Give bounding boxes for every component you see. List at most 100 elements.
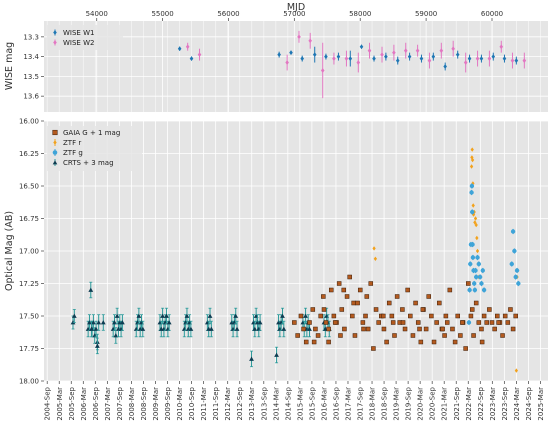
ztf-r-point: [475, 248, 480, 254]
optical-date-tick-label: 2024-Mar: [513, 387, 521, 421]
gaia-point: [400, 320, 406, 325]
optical-date-tick-label: 2014-Sep: [284, 386, 292, 420]
crts-point: [94, 343, 100, 348]
ztf-r-point: [373, 256, 378, 261]
wise-legend-marker: [53, 30, 57, 35]
ztf-r-point: [470, 157, 475, 163]
wise-panel: 54000 55000 56000 57000 58000 59000 60000 13.3 1…: [4, 2, 548, 112]
gaia-point: [315, 333, 321, 338]
optical-date-tick-label: 2010-Sep: [188, 386, 196, 420]
gaia-point: [338, 333, 343, 338]
wise-w2-point: [510, 58, 515, 63]
wise-w2-point: [451, 46, 455, 52]
gaia-point: [476, 320, 482, 325]
wise-w1-point: [419, 56, 424, 61]
gaia-point: [426, 294, 432, 299]
wise-w2-point: [285, 60, 289, 65]
wise-mjd-tick-label: 59000: [415, 10, 437, 18]
wise-w1-point: [491, 54, 496, 60]
ztf-g-point: [472, 287, 478, 293]
optical-date-tick-label: 2024-Sep: [525, 386, 533, 420]
optical-date-tick-label: 2005-Mar: [56, 387, 64, 421]
gaia-point: [510, 326, 516, 332]
ztf-g-point: [473, 274, 479, 280]
crts-point: [136, 313, 142, 318]
wise-w2-point: [367, 48, 372, 54]
gaia-point: [303, 339, 309, 345]
optical-date-tick-label: 2009-Mar: [152, 387, 160, 421]
optical-date-tick-label: 2008-Mar: [128, 387, 136, 421]
optical-date-tick-label: 2019-Mar: [393, 387, 401, 421]
optical-y-tick-label: 17.25: [19, 280, 39, 288]
wise-w1-point: [336, 54, 341, 60]
gaia-point: [513, 313, 518, 319]
ztf-r-point: [514, 368, 519, 373]
crts-point: [160, 313, 165, 318]
optical-date-tick-label: 2011-Sep: [212, 386, 220, 420]
gaia-point: [455, 313, 460, 319]
gaia-point: [376, 320, 381, 325]
wise-w2-point: [297, 34, 301, 40]
gaia-point: [508, 307, 513, 312]
gaia-point: [458, 333, 463, 338]
crts-point: [280, 313, 285, 318]
gaia-point: [394, 294, 400, 299]
optical-date-tick-label: 2016-Sep: [332, 386, 340, 420]
optical-date-tick-label: 2011-Mar: [200, 387, 208, 421]
ztf-g-point: [510, 229, 516, 234]
optical-data-points: [70, 147, 521, 373]
gaia-point: [347, 274, 352, 280]
crts-point: [112, 320, 117, 325]
gaia-point: [321, 307, 327, 312]
gaia-point: [384, 339, 389, 345]
wise-w2-point: [403, 48, 408, 54]
wise-w1-point: [277, 52, 281, 58]
gaia-point: [311, 339, 317, 345]
wise-w2-point: [356, 60, 361, 65]
wise-w1-point: [431, 54, 436, 60]
gaia-point: [496, 320, 501, 325]
gaia-point: [307, 320, 312, 325]
gaia-point: [381, 326, 387, 332]
optical-date-tick-label: 2005-Sep: [68, 386, 76, 420]
wise-mjd-tick-label: 58000: [349, 10, 371, 18]
wise-w1-point: [177, 46, 182, 52]
crts-point: [303, 313, 308, 318]
gaia-point: [473, 300, 479, 306]
optical-date-tick-label: 2014-Mar: [272, 387, 280, 421]
ztf-g-point: [476, 261, 482, 267]
gaia-point: [495, 313, 500, 319]
wise-w1-point: [189, 56, 194, 61]
gaia-point: [469, 307, 475, 312]
optical-date-tick-label: 2013-Sep: [260, 386, 268, 420]
wise-w1-point: [312, 52, 317, 58]
gaia-point: [423, 326, 429, 332]
optical-legend-label-gaia: GAIA G + 1 mag: [63, 129, 120, 137]
optical-y-tick-label: 16.25: [19, 150, 39, 158]
gaia-point: [318, 313, 323, 319]
optical-date-tick-label: 2015-Mar: [296, 387, 304, 421]
wise-mjd-tick-label: 60000: [481, 10, 503, 18]
optical-date-tick-label: 2022-Mar: [465, 387, 473, 421]
optical-date-tick-label: 2012-Mar: [224, 387, 232, 421]
crts-point: [93, 326, 99, 331]
ztf-g-point: [468, 261, 473, 267]
crts-point: [207, 313, 213, 318]
wise-w2-point: [522, 58, 527, 63]
gaia-point: [487, 307, 492, 312]
optical-y-tick-label: 18.00: [19, 378, 39, 386]
ztf-g-point: [481, 287, 487, 293]
gaia-point: [402, 326, 408, 332]
gaia-point: [440, 326, 445, 332]
gaia-point: [355, 300, 360, 306]
ztf-g-point: [469, 183, 475, 189]
optical-date-tick-label: 2018-Mar: [369, 387, 377, 421]
wise-w2-point: [332, 56, 336, 61]
optical-legend-marker: [52, 160, 58, 165]
gaia-point: [500, 333, 505, 338]
gaia-point: [295, 333, 300, 338]
ztf-g-point: [480, 268, 485, 273]
gaia-point: [392, 333, 397, 338]
optical-date-tick-label: 2018-Sep: [381, 386, 389, 420]
optical-date-tick-label: 2004-Sep: [44, 386, 52, 420]
